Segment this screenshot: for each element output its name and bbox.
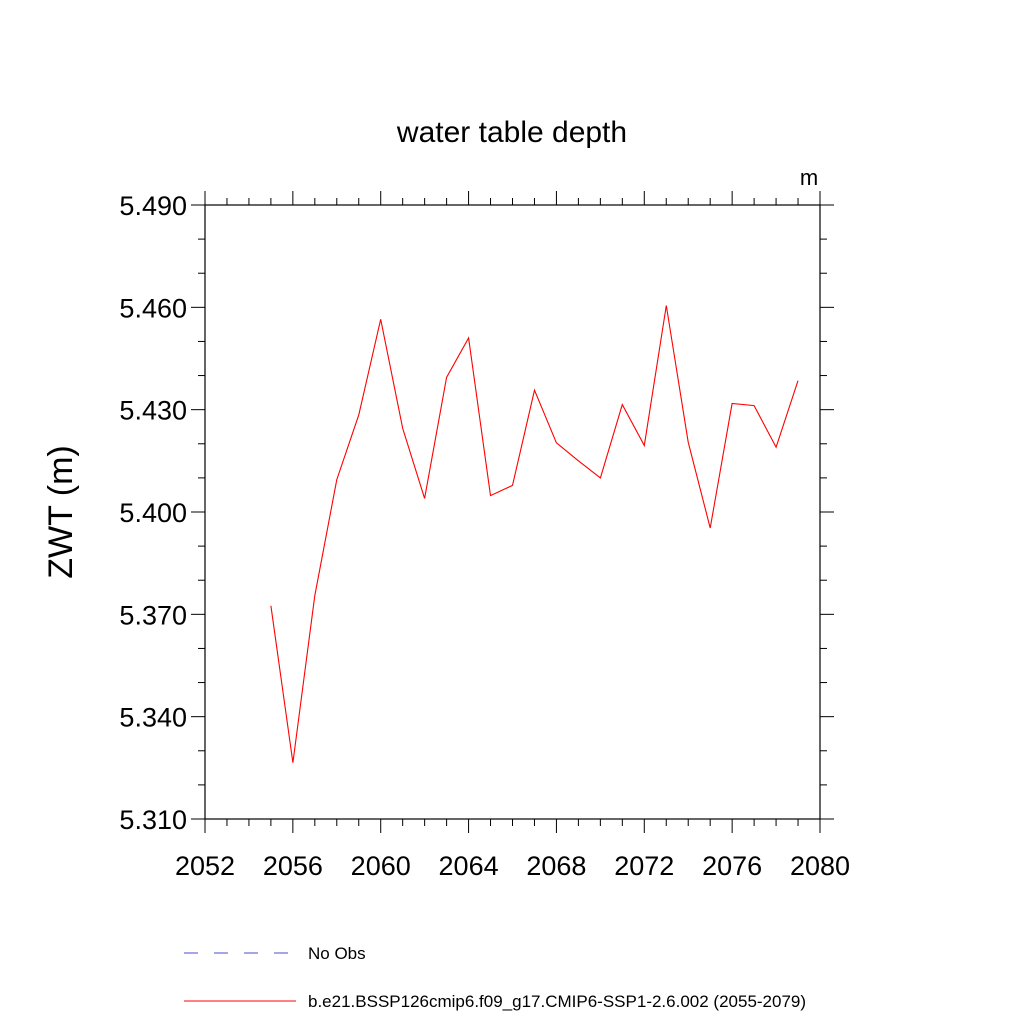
x-tick-label: 2076	[702, 851, 762, 881]
chart-title: water table depth	[396, 116, 627, 149]
series-layer	[270, 305, 799, 763]
y-tick-label: 5.460	[119, 293, 187, 323]
x-tick-label: 2060	[351, 851, 411, 881]
y-ticks: 5.310 5.340 5.370 5.400 5.430 5.460 5.490	[119, 191, 834, 835]
y-tick-label: 5.340	[119, 703, 187, 733]
units-label: m	[800, 165, 818, 190]
legend-label: No Obs	[308, 944, 366, 963]
y-axis-label: ZWT (m)	[42, 445, 80, 578]
y-tick-label: 5.490	[119, 191, 187, 221]
legend: No Obs b.e21.BSSP126cmip6.f09_g17.CMIP6-S…	[184, 944, 806, 1011]
x-tick-label: 2052	[175, 851, 235, 881]
x-tick-label: 2072	[614, 851, 674, 881]
series-line	[270, 305, 799, 763]
x-tick-label: 2064	[439, 851, 499, 881]
x-tick-label: 2080	[790, 851, 850, 881]
legend-label: b.e21.BSSP126cmip6.f09_g17.CMIP6-SSP1-2.…	[308, 992, 806, 1011]
y-tick-label: 5.370	[119, 600, 187, 630]
x-tick-label: 2056	[263, 851, 323, 881]
y-tick-label: 5.430	[119, 396, 187, 426]
x-ticks: 2052 2056 2060 2064 2068 2072 2076 2080	[175, 191, 850, 881]
x-tick-label: 2068	[526, 851, 586, 881]
y-tick-label: 5.310	[119, 805, 187, 835]
y-tick-label: 5.400	[119, 498, 187, 528]
